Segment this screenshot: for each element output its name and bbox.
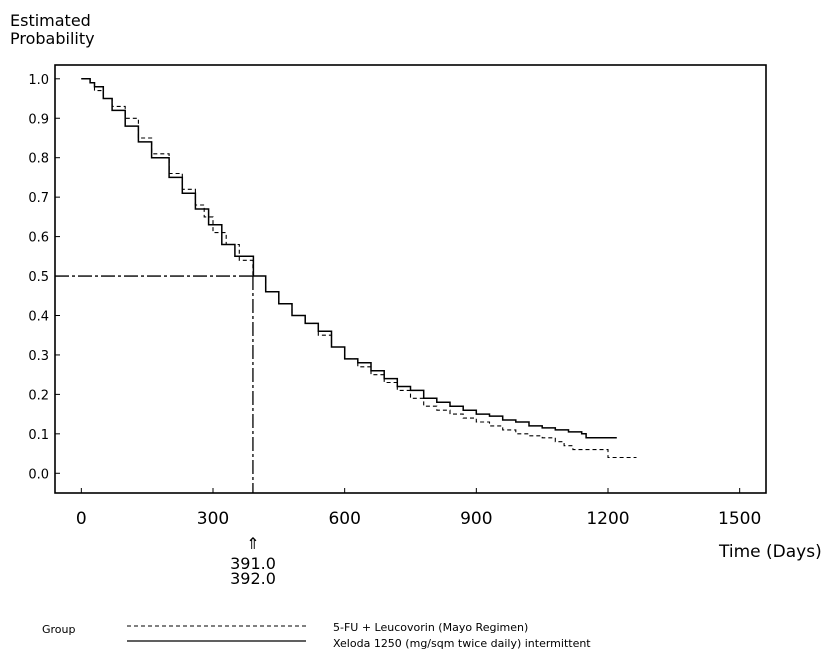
legend: Group 5-FU + Leucovorin (Mayo Regimen) X…	[42, 621, 591, 650]
y-tick-label: 0.7	[28, 191, 49, 206]
x-tick-label: 900	[460, 509, 492, 529]
x-tick-label: 300	[197, 509, 229, 529]
x-tick-label: 1500	[718, 509, 761, 529]
plot-frame	[54, 64, 767, 494]
y-tick-label: 0.8	[28, 152, 49, 167]
y-tick-label: 0.0	[28, 467, 49, 482]
median-label-2: 392.0	[230, 569, 276, 588]
y-axis-label-line2: Probability	[10, 29, 95, 48]
y-tick-label: 0.1	[28, 428, 49, 443]
median-guides	[55, 275, 254, 493]
x-tick-label: 1200	[586, 509, 629, 529]
y-tick-label: 0.2	[28, 388, 49, 403]
y-ticks: 0.0 0.1 0.2 0.3 0.4 0.5 0.6 0.7 0.8 0.9 1.0	[28, 73, 60, 482]
y-tick-label: 0.6	[28, 231, 49, 246]
series-line-5fu-leucovorin	[81, 78, 637, 459]
legend-entry-5fu: 5-FU + Leucovorin (Mayo Regimen)	[333, 621, 528, 634]
y-tick-label: 0.9	[28, 112, 49, 127]
series-lines	[81, 78, 637, 459]
y-tick-label: 0.5	[28, 270, 49, 285]
legend-title: Group	[42, 623, 76, 636]
y-tick-label: 1.0	[28, 73, 49, 88]
y-tick-label: 0.4	[28, 309, 49, 324]
median-arrow: ⇑	[246, 534, 259, 553]
y-axis-label-line1: Estimated	[10, 11, 91, 30]
x-tick-label: 0	[76, 509, 87, 529]
legend-entry-xeloda: Xeloda 1250 (mg/sqm twice daily) intermi…	[333, 637, 591, 650]
series-line-xeloda	[81, 78, 617, 439]
median-label-1: 391.0	[230, 554, 276, 573]
x-tick-label: 600	[328, 509, 360, 529]
x-ticks: 0 300 600 900 1200 1500	[76, 488, 761, 529]
x-axis-label: Time (Days)	[718, 542, 822, 562]
y-tick-label: 0.3	[28, 349, 49, 364]
